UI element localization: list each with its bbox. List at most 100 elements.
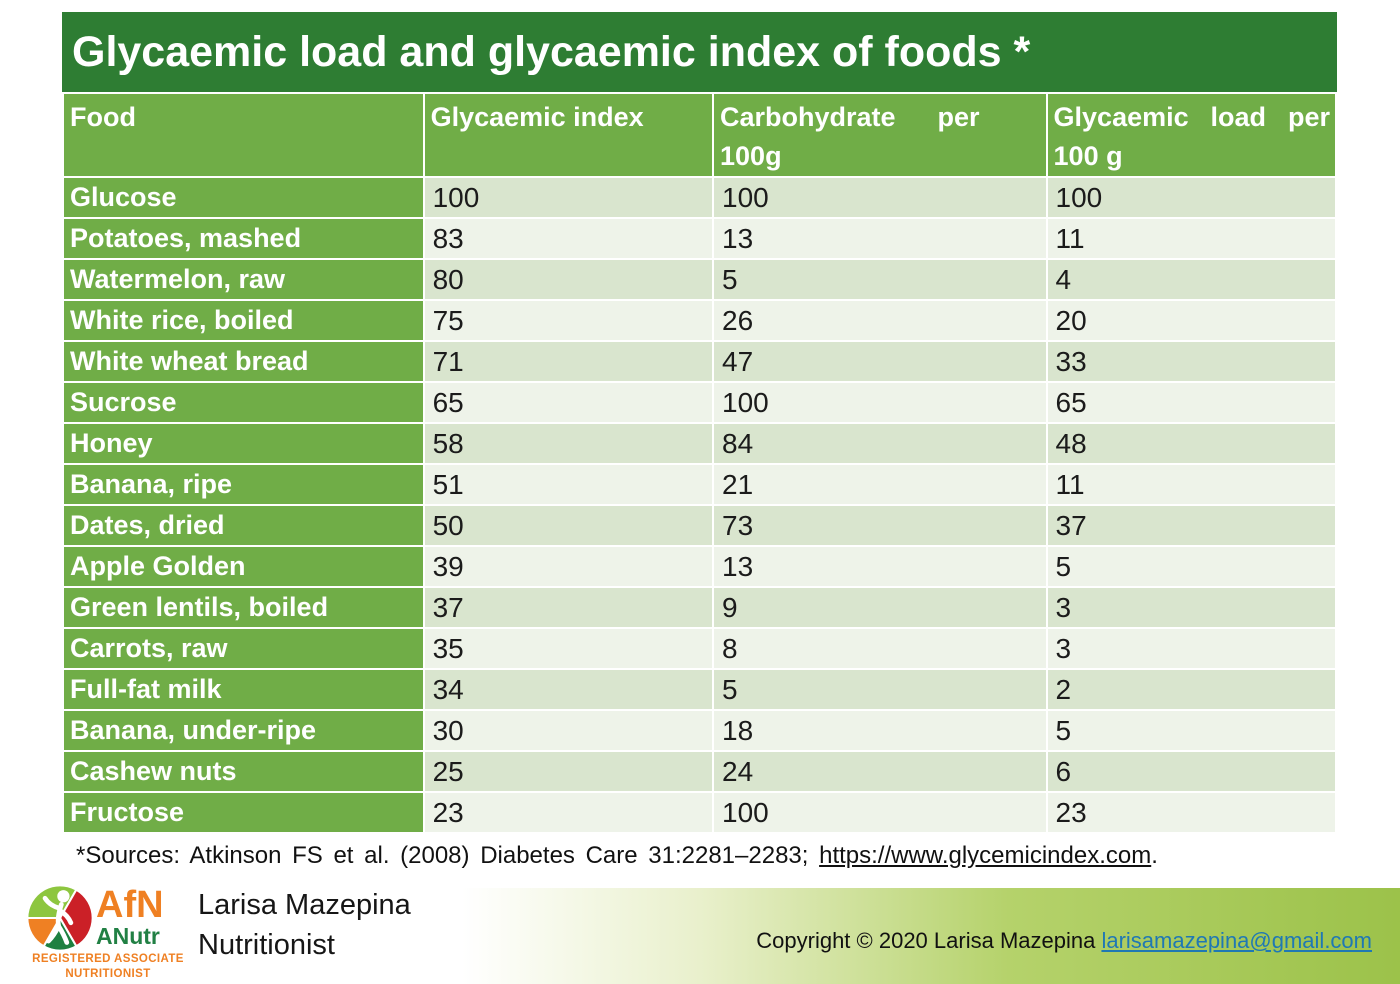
author-name: Larisa Mazepina [198, 888, 411, 921]
carb-cell: 9 [714, 588, 1046, 628]
gl-cell: 4 [1047, 260, 1335, 300]
gi-cell: 37 [424, 588, 713, 628]
food-cell: Watermelon, raw [64, 260, 423, 300]
carb-cell: 5 [714, 670, 1046, 710]
food-cell: Glucose [64, 178, 423, 218]
slide-table: Glycaemic load and glycaemic index of fo… [62, 12, 1337, 870]
logo-registered-associate: REGISTERED ASSOCIATE [32, 953, 184, 966]
gi-cell: 71 [424, 342, 713, 382]
afn-wordmark: AfN [96, 884, 164, 927]
author-name-block: Larisa Mazepina Nutritionist [198, 885, 411, 966]
gl-cell: 65 [1047, 383, 1335, 423]
gl-cell: 48 [1047, 424, 1335, 464]
gi-cell: 25 [424, 752, 713, 792]
header-cell-food: Food [64, 94, 423, 177]
gl-cell: 3 [1047, 629, 1335, 669]
author-role: Nutritionist [198, 929, 335, 962]
sources-period: . [1151, 842, 1158, 870]
food-cell: Fructose [64, 793, 423, 833]
gl-cell: 6 [1047, 752, 1335, 792]
logo-nutritionist: NUTRITIONIST [65, 968, 151, 981]
food-cell: Full-fat milk [64, 670, 423, 710]
carb-cell: 47 [714, 342, 1046, 382]
carb-cell: 8 [714, 629, 1046, 669]
table-row: Potatoes, mashed 83 13 11 [64, 219, 1335, 259]
food-cell: White rice, boiled [64, 301, 423, 341]
food-cell: Dates, dried [64, 506, 423, 546]
glycemicindex-link[interactable]: https://www.glycemicindex.com [819, 842, 1152, 870]
table-row: Banana, under-ripe 30 18 5 [64, 711, 1335, 751]
carb-cell: 24 [714, 752, 1046, 792]
gi-cell: 35 [424, 629, 713, 669]
table-row: Sucrose 65 100 65 [64, 383, 1335, 423]
carb-cell: 100 [714, 383, 1046, 423]
gi-cell: 30 [424, 711, 713, 751]
afn-logo: AfN ANutr REGISTERED ASSOCIATE NUTRITION… [26, 884, 190, 982]
gl-cell: 11 [1047, 219, 1335, 259]
table-row: Fructose 23 100 23 [64, 793, 1335, 833]
carb-cell: 73 [714, 506, 1046, 546]
footer-gradient-band [0, 888, 1400, 984]
copyright-text: Copyright © 2020 Larisa Mazepina [756, 928, 1102, 953]
copyright-line: Copyright © 2020 Larisa Mazepina larisam… [756, 928, 1372, 954]
table-row: Watermelon, raw 80 5 4 [64, 260, 1335, 300]
table-row: Carrots, raw 35 8 3 [64, 629, 1335, 669]
glycaemic-table: Food Glycaemic index Carbohydrate per 10… [62, 92, 1337, 835]
table-row: Banana, ripe 51 21 11 [64, 465, 1335, 505]
gi-cell: 83 [424, 219, 713, 259]
carb-cell: 13 [714, 547, 1046, 587]
header-cell-carbohydrate: Carbohydrate per 100g [714, 94, 1046, 177]
table-row: Honey 58 84 48 [64, 424, 1335, 464]
carb-cell: 84 [714, 424, 1046, 464]
gl-cell: 11 [1047, 465, 1335, 505]
gi-cell: 100 [424, 178, 713, 218]
table-row: Full-fat milk 34 5 2 [64, 670, 1335, 710]
gi-cell: 34 [424, 670, 713, 710]
sources-text: *Sources: Atkinson FS et al. (2008) Diab… [76, 842, 820, 870]
gi-cell: 50 [424, 506, 713, 546]
gi-cell: 75 [424, 301, 713, 341]
gl-cell: 3 [1047, 588, 1335, 628]
page-title: Glycaemic load and glycaemic index of fo… [62, 12, 1337, 92]
header-cell-glycaemic-index: Glycaemic index [424, 94, 713, 177]
table-row: White wheat bread 71 47 33 [64, 342, 1335, 382]
carb-cell: 100 [714, 178, 1046, 218]
gi-cell: 39 [424, 547, 713, 587]
gl-cell: 5 [1047, 547, 1335, 587]
food-cell: White wheat bread [64, 342, 423, 382]
table-row: Green lentils, boiled 37 9 3 [64, 588, 1335, 628]
carb-cell: 18 [714, 711, 1046, 751]
gl-cell: 5 [1047, 711, 1335, 751]
afn-emblem-icon [26, 884, 94, 952]
table-row: Apple Golden 39 13 5 [64, 547, 1335, 587]
table-row: Cashew nuts 25 24 6 [64, 752, 1335, 792]
gl-cell: 2 [1047, 670, 1335, 710]
food-cell: Honey [64, 424, 423, 464]
gl-cell: 20 [1047, 301, 1335, 341]
gi-cell: 58 [424, 424, 713, 464]
table-row: Glucose 100 100 100 [64, 178, 1335, 218]
anutr-wordmark: ANutr [96, 923, 160, 950]
table-row: White rice, boiled 75 26 20 [64, 301, 1335, 341]
food-cell: Cashew nuts [64, 752, 423, 792]
gl-cell: 100 [1047, 178, 1335, 218]
food-cell: Potatoes, mashed [64, 219, 423, 259]
gi-cell: 65 [424, 383, 713, 423]
table-row: Dates, dried 50 73 37 [64, 506, 1335, 546]
gl-cell: 33 [1047, 342, 1335, 382]
gl-cell: 37 [1047, 506, 1335, 546]
carb-cell: 26 [714, 301, 1046, 341]
gl-cell: 23 [1047, 793, 1335, 833]
carb-cell: 21 [714, 465, 1046, 505]
header-row: Food Glycaemic index Carbohydrate per 10… [64, 94, 1335, 177]
carb-cell: 13 [714, 219, 1046, 259]
carb-cell: 100 [714, 793, 1046, 833]
email-link[interactable]: larisamazepina@gmail.com [1101, 928, 1372, 953]
sources-note: *Sources: Atkinson FS et al. (2008) Diab… [62, 842, 1337, 870]
gi-cell: 51 [424, 465, 713, 505]
food-cell: Banana, ripe [64, 465, 423, 505]
carb-cell: 5 [714, 260, 1046, 300]
food-cell: Sucrose [64, 383, 423, 423]
food-cell: Banana, under-ripe [64, 711, 423, 751]
gi-cell: 23 [424, 793, 713, 833]
